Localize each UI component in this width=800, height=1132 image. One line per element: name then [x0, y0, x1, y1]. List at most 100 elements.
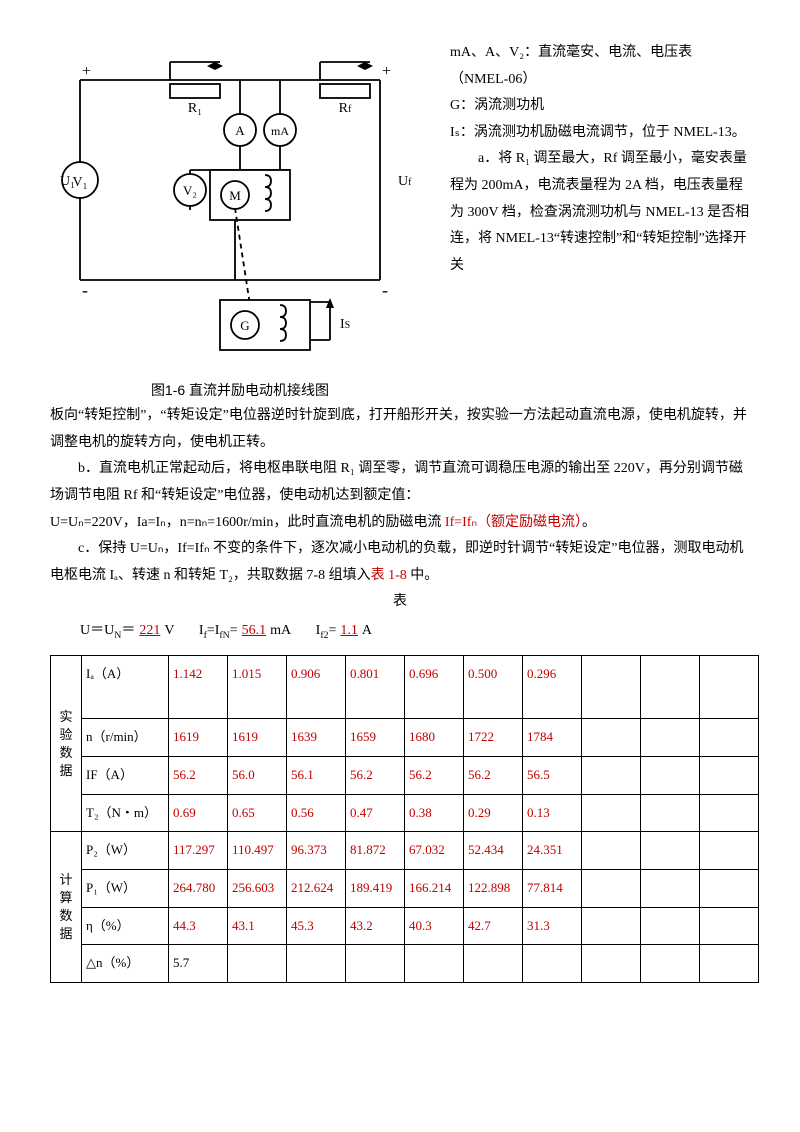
row-label: IF（A）	[82, 757, 169, 795]
data-cell	[700, 794, 759, 832]
data-cell: 96.373	[287, 832, 346, 870]
para-3b: 表 1-8	[371, 568, 407, 583]
data-cell: 43.1	[228, 907, 287, 945]
para-2b-pre: U=Uₙ=220V，Ia=Iₙ，n=nₙ=1600r/min，此时直流电机的励磁…	[50, 515, 445, 530]
data-cell: 56.2	[405, 757, 464, 795]
data-cell	[464, 945, 523, 983]
svg-text:IS: IS	[340, 317, 350, 332]
data-cell	[641, 719, 700, 757]
svg-text:U₁: U₁	[60, 174, 75, 189]
data-cell: 0.38	[405, 794, 464, 832]
data-cell: 56.2	[169, 757, 228, 795]
para-2b-post: 。	[582, 515, 596, 530]
data-cell	[700, 719, 759, 757]
data-cell	[582, 656, 641, 719]
data-cell: 56.0	[228, 757, 287, 795]
data-cell	[582, 832, 641, 870]
data-cell: 0.801	[346, 656, 405, 719]
table-row: △n（%）5.7	[51, 945, 759, 983]
data-cell: 1639	[287, 719, 346, 757]
table-row: P₁（W）264.780256.603212.624189.419166.214…	[51, 870, 759, 908]
svg-text:-: -	[82, 280, 88, 300]
data-cell: 24.351	[523, 832, 582, 870]
para-3: c．保持 U=Uₙ，If=Ifₙ 不变的条件下，逐次减小电动机的负载，即逆时针调…	[50, 536, 750, 589]
data-cell: 52.434	[464, 832, 523, 870]
data-cell: 44.3	[169, 907, 228, 945]
data-cell: 56.5	[523, 757, 582, 795]
data-cell	[582, 907, 641, 945]
data-cell	[641, 907, 700, 945]
data-cell: 0.69	[169, 794, 228, 832]
para-2b: U=Uₙ=220V，Ia=Iₙ，n=nₙ=1600r/min，此时直流电机的励磁…	[50, 510, 750, 537]
svg-text:Rf: Rf	[339, 101, 352, 116]
data-cell	[228, 945, 287, 983]
data-cell: 5.7	[169, 945, 228, 983]
data-cell	[405, 945, 464, 983]
data-cell	[582, 794, 641, 832]
data-cell: 1619	[228, 719, 287, 757]
para-3c: 中。	[407, 568, 439, 583]
param-u: 221	[135, 623, 164, 638]
data-cell	[523, 945, 582, 983]
svg-text:R₁: R₁	[188, 101, 202, 116]
data-cell: 1.015	[228, 656, 287, 719]
data-cell: 189.419	[346, 870, 405, 908]
row-label: P₁（W）	[82, 870, 169, 908]
row-label: η（%）	[82, 907, 169, 945]
row-label: △n（%）	[82, 945, 169, 983]
data-cell	[641, 794, 700, 832]
data-cell: 0.296	[523, 656, 582, 719]
table-row: n（r/min）1619161916391659168017221784	[51, 719, 759, 757]
diagram-caption: 图1-6 直流并励电动机接线图	[50, 377, 430, 404]
data-cell: 1659	[346, 719, 405, 757]
data-cell: 56.1	[287, 757, 346, 795]
data-cell: 0.13	[523, 794, 582, 832]
svg-text:V₂: V₂	[183, 183, 197, 198]
data-cell: 0.56	[287, 794, 346, 832]
row-label: P₂（W）	[82, 832, 169, 870]
data-cell: 67.032	[405, 832, 464, 870]
side-line-3: Iₛ：涡流测功机励磁电流调节，位于 NMEL-13。	[450, 120, 750, 147]
data-cell: 110.497	[228, 832, 287, 870]
svg-text:Uf: Uf	[398, 174, 412, 189]
data-cell	[700, 945, 759, 983]
data-cell: 1619	[169, 719, 228, 757]
data-cell: 56.2	[346, 757, 405, 795]
data-cell	[700, 870, 759, 908]
data-cell	[641, 870, 700, 908]
data-cell: 1784	[523, 719, 582, 757]
data-cell: 0.500	[464, 656, 523, 719]
para-2b-red: If=Ifₙ（额定励磁电流）	[445, 515, 582, 530]
row-label: Iₐ（A）	[82, 656, 169, 719]
side-line-4: a．将 R₁ 调至最大，Rf 调至最小，毫安表量程为 200mA，电流表量程为 …	[450, 146, 750, 279]
data-cell: 1.142	[169, 656, 228, 719]
row-label: T₂（N・m）	[82, 794, 169, 832]
circuit-diagram: V₁ U₁ + - R₁ A V₂	[50, 40, 430, 360]
data-cell: 40.3	[405, 907, 464, 945]
data-cell: 166.214	[405, 870, 464, 908]
data-cell	[700, 656, 759, 719]
params-line: U＝UN＝221V If=IfN=56.1mA If2=1.1A	[80, 618, 750, 645]
para-2a: b．直流电机正常起动后，将电枢串联电阻 R₁ 调至零，调节直流可调稳压电源的输出…	[50, 456, 750, 509]
table-title: 表	[50, 589, 750, 616]
svg-text:A: A	[235, 123, 245, 138]
data-cell	[700, 757, 759, 795]
data-cell: 1722	[464, 719, 523, 757]
table-row: T₂（N・m）0.690.650.560.470.380.290.13	[51, 794, 759, 832]
svg-text:+: +	[382, 63, 391, 80]
data-cell: 56.2	[464, 757, 523, 795]
svg-text:-: -	[382, 280, 388, 300]
data-cell: 43.2	[346, 907, 405, 945]
table-row: 计 算 数 据P₂（W）117.297110.49796.37381.87267…	[51, 832, 759, 870]
circuit-diagram-block: V₁ U₁ + - R₁ A V₂	[50, 40, 430, 403]
data-cell: 0.906	[287, 656, 346, 719]
top-row: V₁ U₁ + - R₁ A V₂	[50, 40, 750, 403]
data-cell: 256.603	[228, 870, 287, 908]
svg-text:mA: mA	[271, 124, 289, 138]
table-row: 实 验 数 据Iₐ（A）1.1421.0150.9060.8010.6960.5…	[51, 656, 759, 719]
data-cell: 1680	[405, 719, 464, 757]
side-text: mA、A、V₂：直流毫安、电流、电压表（NMEL-06） G：涡流测功机 Iₛ：…	[450, 40, 750, 279]
data-cell	[582, 719, 641, 757]
data-cell	[346, 945, 405, 983]
data-cell: 45.3	[287, 907, 346, 945]
